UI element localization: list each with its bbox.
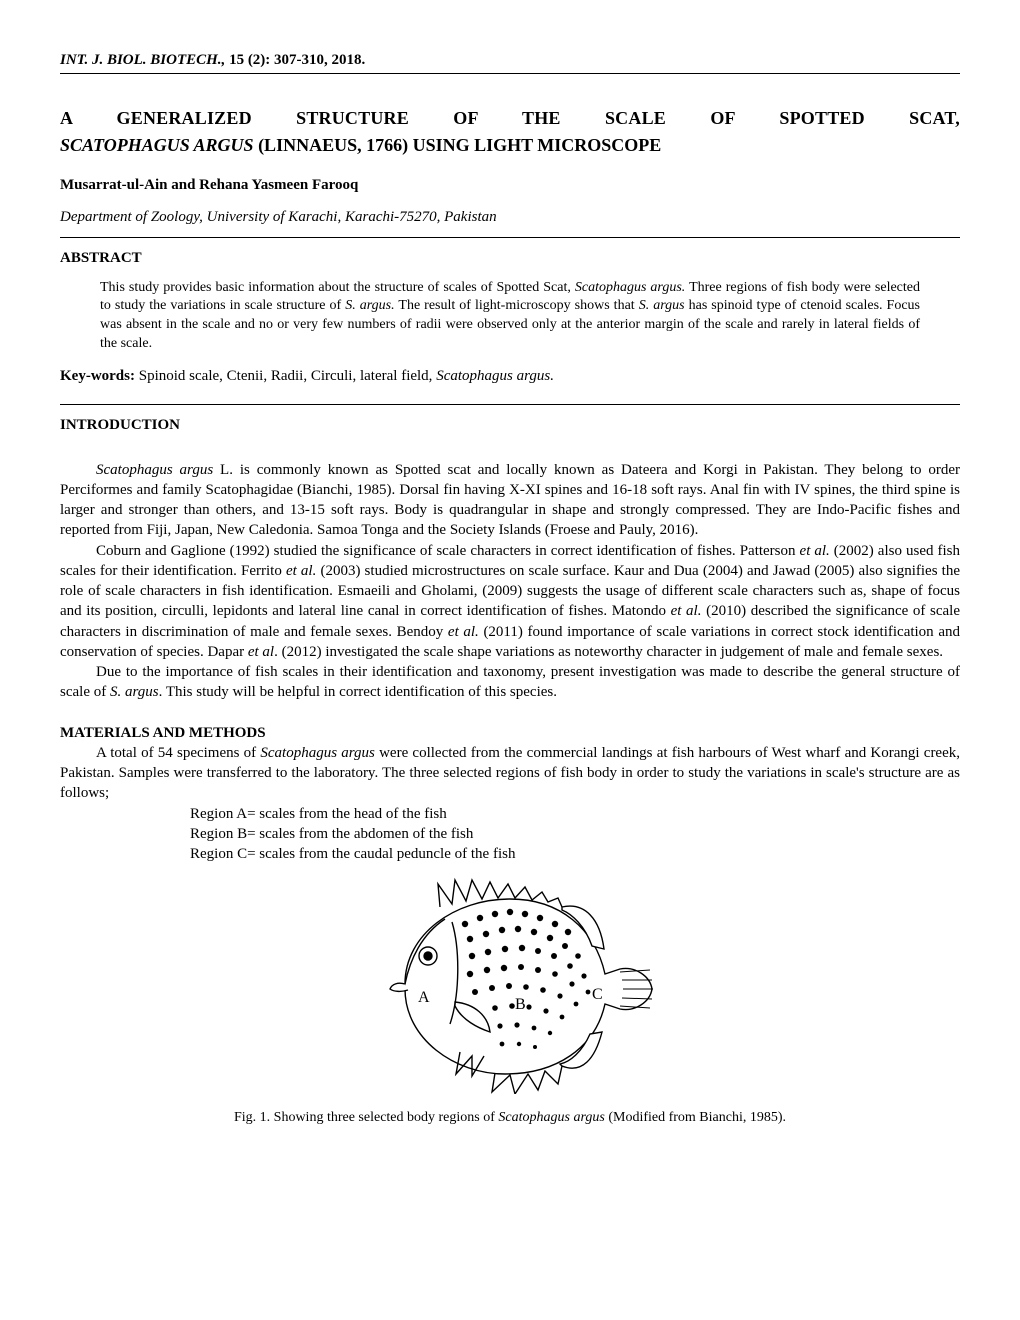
materials-heading: MATERIALS AND METHODS	[60, 723, 960, 743]
abs-sp3: S. argus	[639, 298, 685, 313]
abstract-heading: ABSTRACT	[60, 248, 960, 268]
figure-caption: Fig. 1. Showing three selected body regi…	[60, 1109, 960, 1128]
intro-p3-post: . This study will be helpful in correct …	[159, 684, 557, 700]
region-c: Region C= scales from the caudal peduncl…	[190, 844, 960, 864]
abs-pre: This study provides basic information ab…	[100, 280, 575, 295]
etal3: et al.	[671, 603, 702, 619]
fig-label-a: A	[418, 989, 430, 1006]
materials-p1: A total of 54 specimens of Scatophagus a…	[60, 743, 960, 804]
keywords: Key-words: Spinoid scale, Ctenii, Radii,…	[60, 366, 960, 386]
running-header: INT. J. BIOL. BIOTECH., 15 (2): 307-310,…	[60, 50, 960, 74]
article-title-line2: SCATOPHAGUS ARGUS (LINNAEUS, 1766) USING…	[60, 133, 960, 157]
intro-p1: Scatophagus argus L. is commonly known a…	[60, 460, 960, 541]
introduction-heading: INTRODUCTION	[60, 415, 960, 435]
fish-illustration: A B C	[360, 874, 660, 1094]
article-title-line1: A GENERALIZED STRUCTURE OF THE SCALE OF …	[60, 106, 960, 130]
region-a: Region A= scales from the head of the fi…	[190, 804, 960, 824]
etal2: et al.	[286, 563, 316, 579]
region-list: Region A= scales from the head of the fi…	[190, 804, 960, 865]
keywords-text: Spinoid scale, Ctenii, Radii, Circuli, l…	[135, 368, 436, 384]
abs-sp2: S. argus.	[345, 298, 394, 313]
authors: Musarrat-ul-Ain and Rehana Yasmeen Faroo…	[60, 175, 960, 195]
figcap-post: (Modified from Bianchi, 1985).	[605, 1110, 786, 1125]
intro-p2: Coburn and Gaglione (1992) studied the s…	[60, 541, 960, 663]
figcap-species: Scatophagus argus	[498, 1110, 604, 1125]
affiliation: Department of Zoology, University of Kar…	[60, 207, 960, 227]
intro-p1-species: Scatophagus argus	[96, 462, 213, 478]
keywords-species: Scatophagus argus.	[436, 368, 554, 384]
abs-sp1: Scatophagus argus.	[575, 280, 685, 295]
title-line1: A GENERALIZED STRUCTURE OF THE SCALE OF …	[60, 108, 960, 128]
journal-abbrev: INT. J. BIOL. BIOTECH.,	[60, 52, 225, 68]
figcap-pre: Fig. 1. Showing three selected body regi…	[234, 1110, 498, 1125]
intro-p3-species: S. argus	[110, 684, 159, 700]
intro-p3: Due to the importance of fish scales in …	[60, 662, 960, 703]
etal1: et al.	[800, 543, 830, 559]
mat-p1-species: Scatophagus argus	[260, 745, 375, 761]
abstract-text: This study provides basic information ab…	[100, 279, 920, 355]
etal4: et al.	[448, 624, 479, 640]
mat-p1-pre: A total of 54 specimens of	[96, 745, 260, 761]
figure-1: A B C Fig. 1. Showing three selected bod…	[60, 874, 960, 1127]
etal5: et al	[248, 644, 274, 660]
title-species: SCATOPHAGUS ARGUS	[60, 135, 254, 155]
intro-p2-mid5: . (2012) investigated the scale shape va…	[274, 644, 943, 660]
title-line2-rest: (LINNAEUS, 1766) USING LIGHT MICROSCOPE	[254, 135, 662, 155]
keywords-label: Key-words:	[60, 368, 135, 384]
divider-bottom	[60, 404, 960, 405]
region-b: Region B= scales from the abdomen of the…	[190, 824, 960, 844]
fig-label-b: B	[515, 996, 526, 1013]
abs-mid2: The result of light-microscopy shows tha…	[395, 298, 639, 313]
citation-rest: 15 (2): 307-310, 2018.	[225, 52, 365, 68]
intro-p2-pre: Coburn and Gaglione (1992) studied the s…	[96, 543, 800, 559]
divider-top	[60, 237, 960, 238]
fig-label-c: C	[592, 986, 603, 1003]
